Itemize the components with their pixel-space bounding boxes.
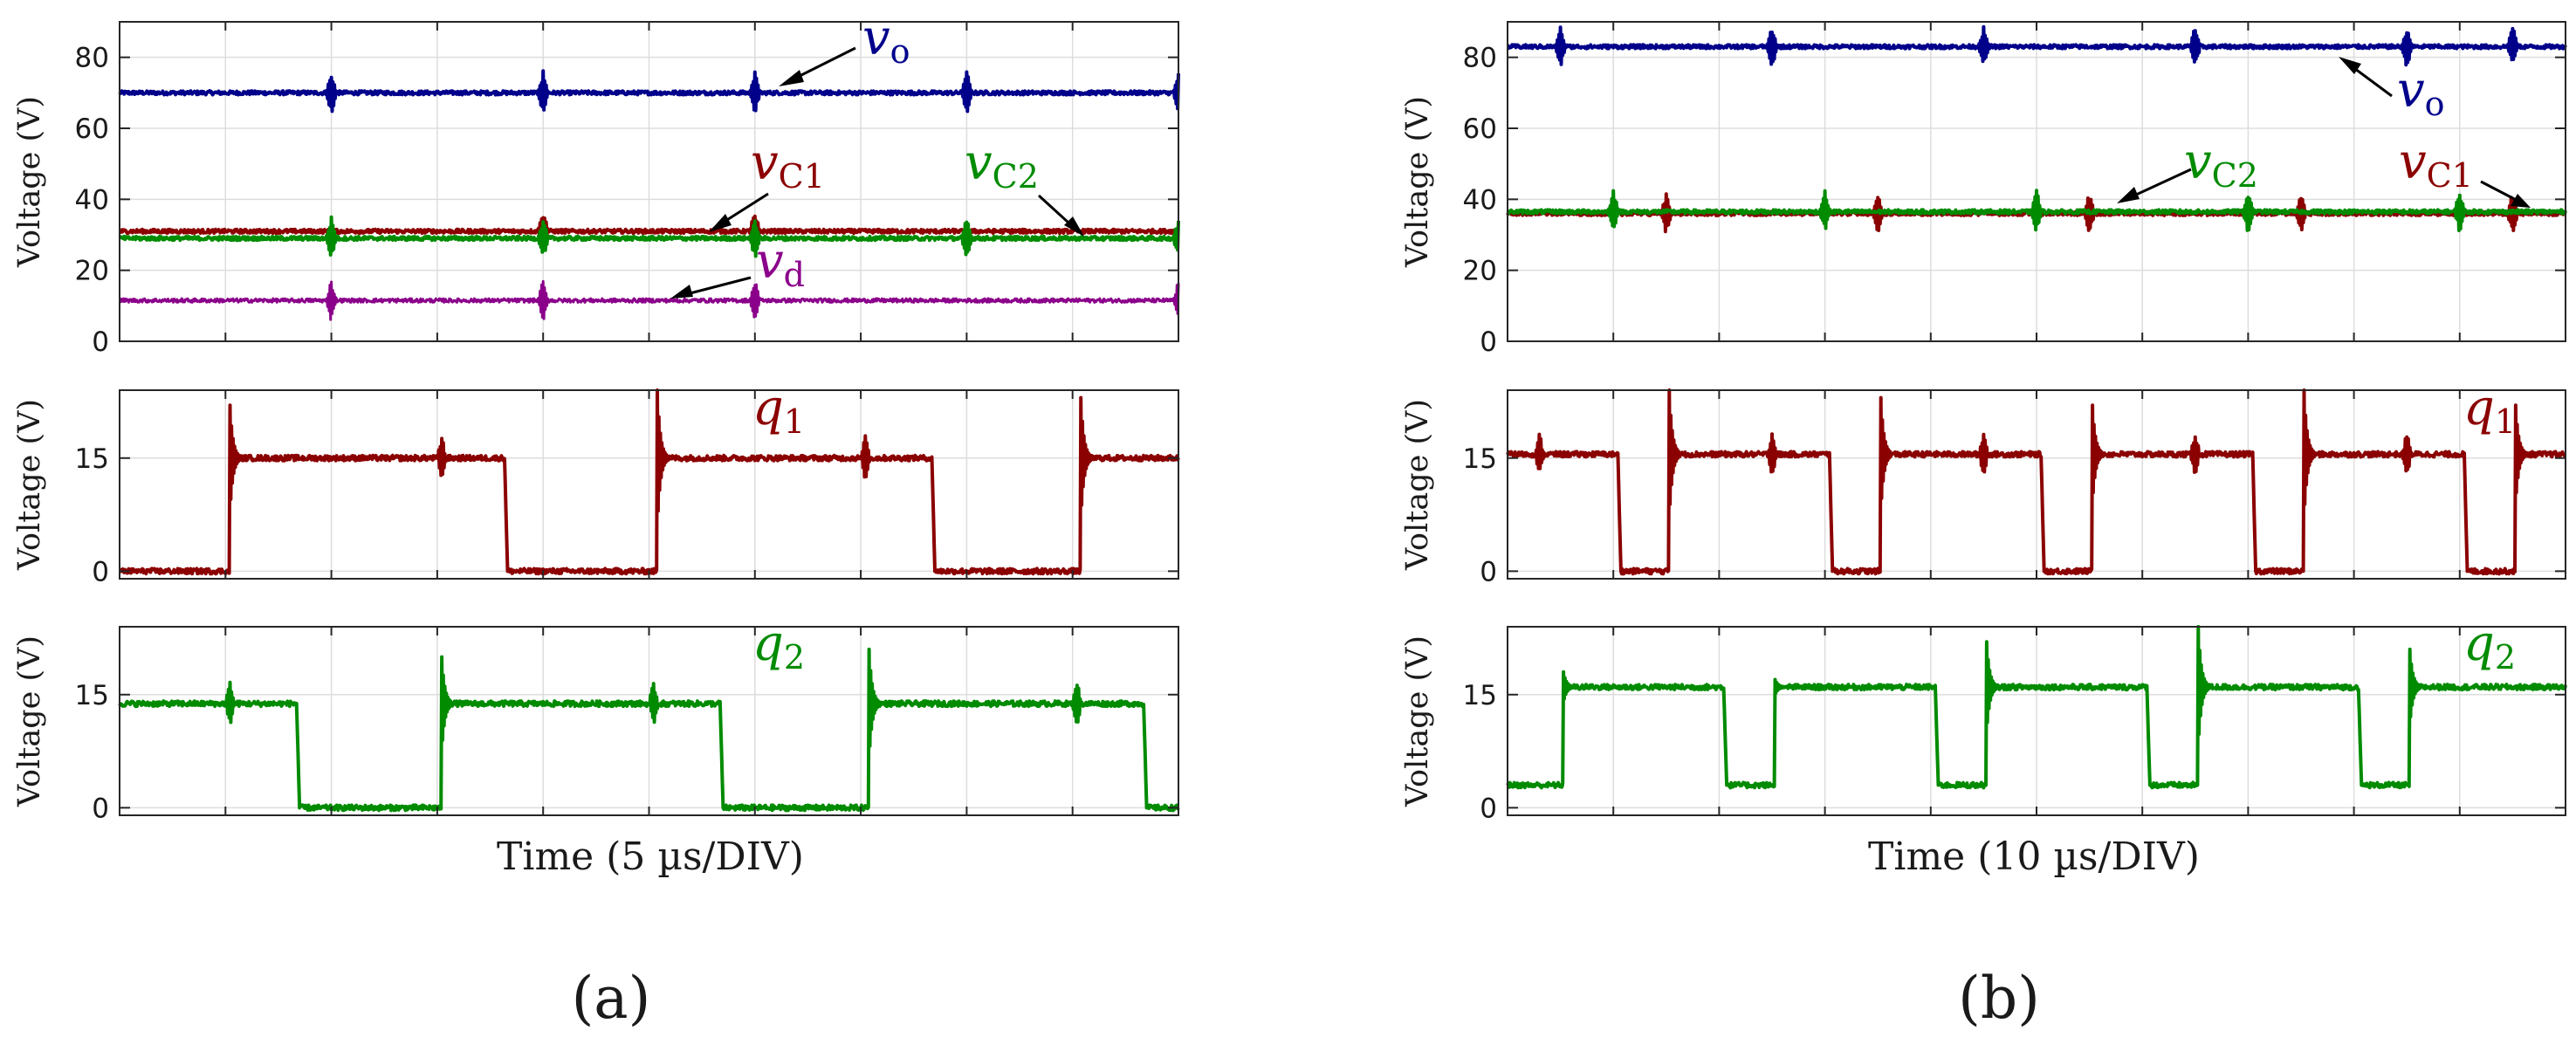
series-vC1-a-top <box>118 214 1180 252</box>
y-tick-label: 60 <box>1463 113 1497 145</box>
series-q2-b-q2 <box>1506 625 2567 790</box>
y-ticks-b-q1: 0 15 <box>1463 443 2566 587</box>
grid-a-q2 <box>120 627 1178 815</box>
y-tick-label: 0 <box>1480 793 1497 824</box>
arrowhead-vc1-b <box>2511 194 2531 208</box>
panel-b: 0 20 40 60 80 Voltage (V) 0 15 Voltage (V) 0 15 V… <box>1400 21 2567 1032</box>
y-tick-label: 60 <box>75 113 109 145</box>
label-vc1-a: vC1 <box>751 134 825 196</box>
arrowhead-vc2-a <box>1064 216 1084 237</box>
y-axis-label-a-q1: Voltage (V) <box>12 399 47 571</box>
x-ticks-a-top <box>224 22 1074 341</box>
label-q1-a: q1 <box>752 380 805 441</box>
plot-a-q2: 0 15 Voltage (V) <box>12 626 1180 824</box>
plot-a-q1: 0 15 Voltage (V) <box>12 388 1180 587</box>
y-tick-label: 20 <box>75 256 109 287</box>
panel-a: 0 20 40 60 80 Voltage (V) 0 15 Voltage (V) 0 15 V… <box>12 10 1180 1032</box>
arrowhead-vc1-a <box>709 214 732 232</box>
y-tick-label: 15 <box>1463 680 1497 711</box>
x-ticks-b-q1 <box>1612 390 2461 579</box>
arrowhead-vc2-b <box>2117 187 2140 203</box>
label-vo-a: vo <box>862 10 910 71</box>
arrowhead-vd-a <box>670 285 693 299</box>
y-ticks-a-top: 0 20 40 60 80 <box>75 43 1178 358</box>
arrowheads-a <box>670 70 1084 299</box>
grid-b-q2 <box>1508 627 2566 815</box>
y-axis-label-b-q1: Voltage (V) <box>1400 399 1435 571</box>
series-q1-b-q1 <box>1506 388 2567 576</box>
y-tick-label: 15 <box>75 680 109 711</box>
y-tick-label: 15 <box>75 443 109 475</box>
label-q1-b: q1 <box>2463 380 2516 441</box>
series-vd-a-top <box>118 279 1180 321</box>
y-ticks-b-q2: 0 15 <box>1463 680 2566 824</box>
plot-b-q2: 0 15 Voltage (V) <box>1400 625 2567 824</box>
arrowheads-b <box>2117 57 2531 208</box>
plot-b-q1: 0 15 Voltage (V) <box>1400 388 2567 587</box>
series-vo-b-top <box>1506 24 2567 67</box>
label-vd-a: vd <box>756 233 805 294</box>
grid-a-q1 <box>120 390 1178 579</box>
series-vo-a-top <box>118 69 1180 113</box>
y-tick-label: 0 <box>92 556 109 587</box>
x-axis-label-a: Time (5 µs/DIV) <box>497 835 804 879</box>
plot-b-top: 0 20 40 60 80 Voltage (V) <box>1400 21 2567 358</box>
label-vo-b: vo <box>2397 62 2445 123</box>
x-ticks-b-top <box>1612 22 2461 341</box>
y-tick-label: 20 <box>1463 256 1497 287</box>
arrowhead-vo-a <box>779 70 804 86</box>
panel-label-b: (b) <box>1958 965 2040 1032</box>
y-axis-label-a-q2: Voltage (V) <box>12 635 47 807</box>
panel-label-a: (a) <box>572 965 651 1032</box>
y-tick-label: 0 <box>92 793 109 824</box>
label-q2-b: q2 <box>2463 615 2516 677</box>
label-q2-a: q2 <box>752 615 805 677</box>
y-axis-label-b-q2: Voltage (V) <box>1400 635 1435 807</box>
series-q1-a-q1 <box>118 388 1180 576</box>
y-ticks-a-q2: 0 15 <box>75 680 1178 824</box>
y-tick-label: 0 <box>1480 326 1497 358</box>
x-axis-label-b: Time (10 µs/DIV) <box>1868 835 2200 879</box>
y-tick-label: 40 <box>1463 184 1497 216</box>
x-ticks-a-q1 <box>224 390 1074 579</box>
x-ticks-a-q2 <box>224 627 1074 815</box>
x-ticks-b-q2 <box>1612 627 2461 815</box>
series-q2-a-q2 <box>118 647 1180 813</box>
y-tick-label: 40 <box>75 184 109 216</box>
y-tick-label: 0 <box>92 326 109 358</box>
label-vc2-a: vC2 <box>965 134 1039 196</box>
plot-a-top: 0 20 40 60 80 Voltage (V) <box>12 21 1180 358</box>
grid-b-q1 <box>1508 390 2566 579</box>
y-ticks-a-q1: 0 15 <box>75 443 1178 587</box>
arrowhead-vo-b <box>2339 57 2361 74</box>
y-tick-label: 80 <box>1463 43 1497 74</box>
label-vc1-b: vC1 <box>2399 134 2473 195</box>
series-vC2-b-top <box>1506 189 2567 232</box>
y-tick-label: 15 <box>1463 443 1497 475</box>
y-tick-label: 80 <box>75 43 109 74</box>
label-vc2-b: vC2 <box>2184 134 2258 195</box>
y-ticks-b-top: 0 20 40 60 80 <box>1463 43 2566 358</box>
y-tick-label: 0 <box>1480 556 1497 587</box>
series-vC2-a-top <box>118 215 1180 258</box>
y-axis-label-b-top: Voltage (V) <box>1400 96 1435 268</box>
y-axis-label-a-top: Voltage (V) <box>12 96 47 268</box>
